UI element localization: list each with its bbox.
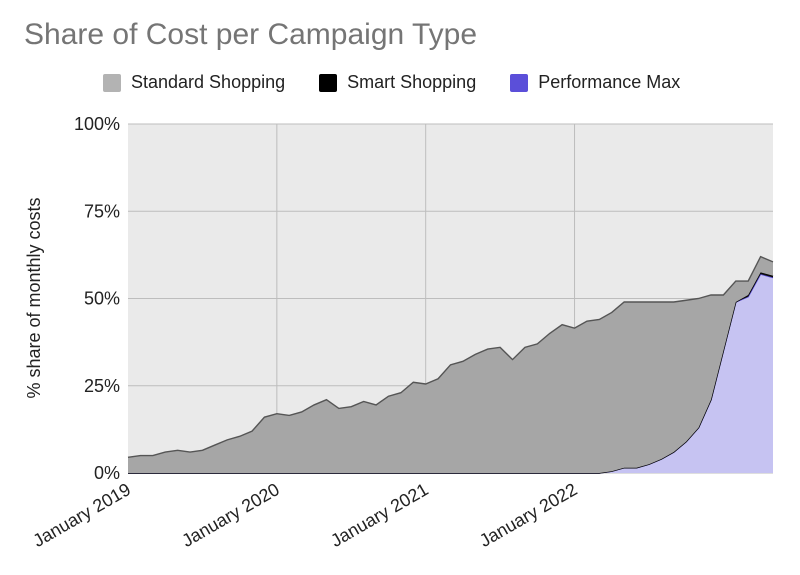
x-axis-ticks: January 2019 January 2020 January 2021 Janu… bbox=[30, 479, 581, 551]
series-areas bbox=[127, 255, 774, 474]
legend-label-standard-shopping: Standard Shopping bbox=[131, 72, 286, 92]
y-tick-label: 100% bbox=[74, 114, 120, 134]
legend-item-standard-shopping: Standard Shopping bbox=[103, 72, 285, 93]
x-tick-label: January 2021 bbox=[327, 479, 431, 551]
y-tick-label: 50% bbox=[84, 289, 120, 309]
y-axis-label: % share of monthly costs bbox=[24, 197, 44, 398]
area-performance-max bbox=[128, 274, 773, 473]
y-tick-label: 25% bbox=[84, 376, 120, 396]
y-axis-ticks: 0% 25% 50% 75% 100% bbox=[74, 114, 120, 483]
legend-label-smart-shopping: Smart Shopping bbox=[347, 72, 477, 92]
legend-swatch-standard-shopping bbox=[103, 73, 121, 92]
legend-item-smart-shopping: Smart Shopping bbox=[319, 72, 476, 93]
legend-item-performance-max: Performance Max bbox=[510, 72, 680, 93]
y-tick-label: 0% bbox=[94, 463, 120, 483]
legend: Standard Shopping Smart Shopping Perform… bbox=[103, 72, 680, 93]
legend-swatch-smart-shopping bbox=[319, 73, 338, 92]
y-tick-label: 75% bbox=[84, 201, 120, 221]
x-tick-label: January 2020 bbox=[178, 479, 282, 551]
legend-label-performance-max: Performance Max bbox=[538, 72, 681, 92]
x-tick-label: January 2022 bbox=[476, 479, 580, 551]
line-standard-shopping bbox=[127, 255, 774, 458]
legend-swatch-performance-max bbox=[510, 73, 529, 92]
chart-title: Share of Cost per Campaign Type bbox=[24, 18, 478, 51]
x-tick-label: January 2019 bbox=[30, 479, 134, 551]
